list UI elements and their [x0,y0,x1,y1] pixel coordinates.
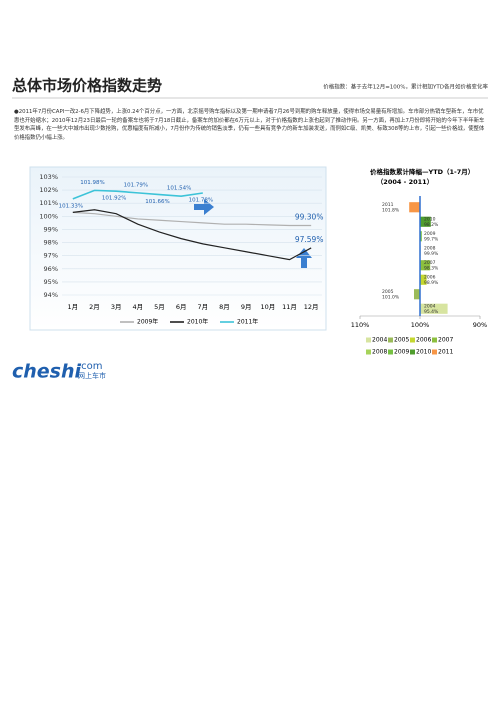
legend-label: 2007 [438,337,453,344]
y-tick-label: 97% [44,252,58,260]
arrow [296,248,312,268]
paragraph: ●2011年7月份CAPI一改2-6月下降趋势，上涨0.24个百分点，一方面，北… [14,109,485,141]
x-tick-label: 10月 [260,303,275,311]
x-tick-label: 3月 [111,303,122,311]
x-tick-label: 6月 [176,303,187,311]
x-tick-label: 4月 [133,303,144,311]
x-tick-label: 90% [473,321,487,329]
data-label: 101.54% [167,186,191,192]
data-label: 101.66% [145,199,169,205]
note: 价格指数：基于去年12月=100%，累计相加YTD各月如价格变化率 [323,83,488,91]
category-label: 2004 [424,303,436,309]
y-tick-label: 96% [44,265,58,273]
y-tick-label: 95% [44,278,58,286]
data-label: 98.9% [424,280,439,286]
x-tick-label: 12月 [304,303,319,311]
legend-label: 2011年 [237,318,258,326]
chart-subtitle: （2004 - 2011） [377,178,433,186]
data-label: 101.98% [80,180,104,186]
bar [409,202,420,213]
y-tick-label: 94% [44,291,58,299]
legend-swatch [410,349,415,355]
category-label: 2005 [382,289,394,295]
category-label: 2010 [424,216,436,222]
data-label: 99.9% [424,251,439,257]
legend-label: 2010年 [187,318,208,326]
x-tick-label: 2月 [89,303,100,311]
data-label: 101.33% [59,203,83,209]
legend-label: 2011 [438,349,453,356]
x-tick-label: 8月 [219,303,230,311]
bar [420,216,431,227]
y-tick-label: 103% [39,173,58,181]
legend-swatch [432,337,437,343]
data-label: 97.59% [295,235,324,244]
legend-swatch [366,349,371,355]
logo-tagline: 网上车市 [78,371,106,380]
y-tick-label: 101% [39,199,58,207]
data-label: 101.92% [102,196,126,202]
category-label: 2009 [424,231,436,237]
x-tick-label: 100% [411,321,430,329]
y-tick-label: 99% [44,225,58,233]
data-label: 95.4% [424,309,439,315]
x-tick-label: 5月 [154,303,165,311]
category-label: 2011 [382,202,394,208]
data-label: 101.8% [382,207,400,213]
line [72,209,312,261]
category-label: 2007 [424,260,436,266]
line [72,211,312,227]
data-label: 101.0% [382,294,400,300]
line [72,189,203,200]
legend-label: 2010 [416,349,431,356]
y-tick-label: 98% [44,239,58,247]
x-tick-label: 110% [351,321,370,329]
bar [420,231,422,242]
legend-label: 2006 [416,337,431,344]
legend-swatch [432,349,437,355]
bar [420,260,431,271]
legend-swatch [388,337,393,343]
legend-label: 2004 [372,337,387,344]
data-label: 98.2% [424,222,439,228]
data-label: 98.3% [424,265,439,271]
logo: cheshi [12,361,82,383]
legend-swatch [410,337,415,343]
category-label: 2006 [424,274,436,280]
data-label: 101.79% [124,182,148,188]
bar [420,274,427,285]
legend-label: 2009 [394,349,409,356]
x-tick-label: 9月 [241,303,252,311]
x-tick-label: 11月 [282,303,297,311]
legend-label: 2008 [372,349,387,356]
logo-domain: .com [78,361,103,372]
x-tick-label: 1月 [68,303,79,311]
legend-swatch [366,337,371,343]
chart-title: 价格指数累计降幅—YTD（1-7月） [370,167,474,176]
category-label: 2008 [424,245,436,251]
y-tick-label: 102% [39,186,58,194]
data-label: 101.78% [189,197,213,203]
data-label: 99.30% [295,213,324,222]
x-tick-label: 7月 [198,303,209,311]
bar [414,289,420,300]
legend-label: 2005 [394,337,409,344]
legend-label: 2009年 [137,318,158,326]
legend-swatch [388,349,393,355]
chart-frame [29,166,327,331]
data-label: 99.7% [424,236,439,242]
bar [420,303,448,314]
title: 总体市场价格指数走势 [12,77,162,95]
y-tick-label: 100% [39,212,58,220]
